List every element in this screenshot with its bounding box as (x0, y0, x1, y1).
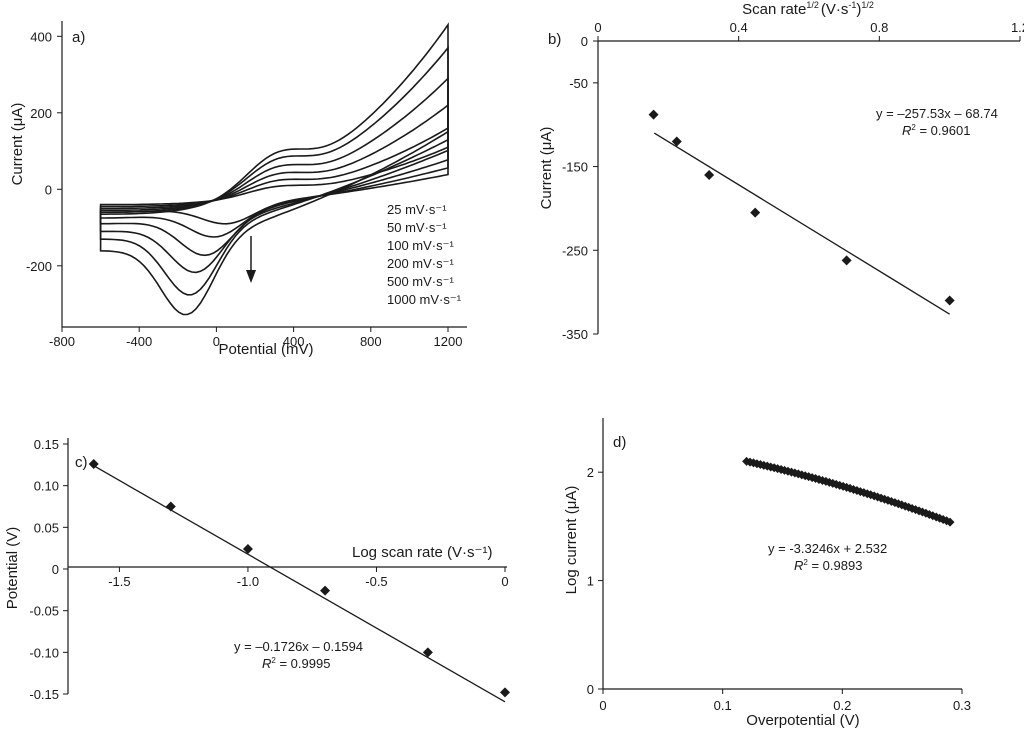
legend-entry: 1000 mV·s⁻¹ (387, 292, 462, 307)
panel-c-potential-vs-log-scan-rate: -1.5 -1.0 -0.5 0 0.15 0.10 0.05 0 -0.05 -0.10 -0.… (4, 437, 510, 703)
panel-b-data-point (750, 207, 761, 218)
panel-d-label: d) (613, 434, 626, 451)
panel-c-data-point (422, 647, 433, 658)
panel-a-xtick-label: 0 (213, 334, 220, 349)
panel-b-ytick-label: -50 (569, 76, 588, 91)
panel-c-ytick-label: -0.05 (29, 604, 59, 619)
panel-a-xtick-label: 1200 (434, 334, 463, 349)
panel-c-ytick-label: 0.05 (34, 520, 59, 535)
panel-b-data-point (671, 136, 682, 147)
panel-d-xtick-label: 0.2 (833, 698, 851, 713)
panel-c-ylabel: Potential (V) (4, 527, 21, 610)
panel-b-xtick-label: 0.4 (730, 20, 748, 35)
panel-c-r-squared: R2 = 0.9995 (262, 656, 330, 671)
panel-d-tafel-plot: 0 0.1 0.2 0.3 0 1 2 d) Overpotential (V) Log … (563, 418, 971, 729)
panel-c-xtick-label: 0 (501, 574, 508, 589)
panel-b-ylabel: Current (μA) (538, 127, 555, 210)
panel-d-xtick-label: 0.1 (714, 698, 732, 713)
legend-entry: 500 mV·s⁻¹ (387, 274, 454, 289)
panel-d-data-point (945, 517, 955, 527)
panel-b-data-point (944, 295, 955, 306)
panel-b-r-squared: R2 = 0.9601 (902, 123, 970, 138)
panel-a-xtick-label: -800 (49, 334, 75, 349)
panel-c-xtick-label: -0.5 (365, 574, 387, 589)
panel-c-ytick-label: -0.15 (29, 687, 59, 702)
panel-c-xlabel: Log scan rate (V·s⁻¹) (352, 544, 492, 561)
panel-a-label: a) (72, 29, 85, 46)
legend-entry: 200 mV·s⁻¹ (387, 256, 454, 271)
panel-d-data-point (911, 505, 921, 515)
panel-d-ytick-label: 2 (587, 465, 594, 480)
panel-a-ytick-label: 200 (30, 106, 52, 121)
panel-c-label: c) (75, 454, 88, 471)
panel-b-ytick-label: -250 (562, 243, 588, 258)
panel-d-r-squared: R2 = 0.9893 (794, 558, 862, 573)
panel-c-ytick-label: 0.10 (34, 479, 59, 494)
panel-c-xtick-label: -1.0 (237, 574, 259, 589)
panel-b-xlabel: Scan rate1/2 (V·s-1)1/2 (742, 0, 874, 18)
panel-b-ytick-label: -150 (562, 160, 588, 175)
panel-d-equation: y = -3.3246x + 2.532 (768, 541, 887, 556)
panel-a-cyclic-voltammograms: -800 -400 0 400 800 1200 -200 0 200 400 a) Poten… (9, 21, 467, 358)
panel-b-data-point (648, 109, 659, 120)
panel-a-ytick-label: -200 (26, 259, 52, 274)
panel-a-xtick-label: 400 (283, 334, 305, 349)
legend-entry: 25 mV·s⁻¹ (387, 202, 447, 217)
panel-b-equation: y = –257.53x – 68.74 (876, 106, 998, 121)
panel-c-ytick-label: -0.10 (29, 645, 59, 660)
panel-a-xtick-label: -400 (126, 334, 152, 349)
panel-b-xtick-label: 0 (594, 20, 601, 35)
panel-b-fit-line (653, 132, 951, 315)
panel-d-xtick-label: 0.3 (953, 698, 971, 713)
panel-b-data-point (841, 255, 852, 266)
panel-c-data-point (242, 544, 253, 554)
panel-a-xtick-label: 800 (360, 334, 382, 349)
panel-a-ylabel: Current (μA) (9, 103, 26, 186)
panel-a-xlabel: Potential (mV) (218, 341, 313, 358)
scan-rate-arrow (246, 236, 256, 283)
panel-d-ylabel: Log current (μA) (563, 486, 580, 595)
panel-c-ytick-label: 0.15 (34, 437, 59, 452)
panel-a-ytick-label: 400 (30, 29, 52, 44)
panel-a-legend: 25 mV·s⁻¹ 50 mV·s⁻¹ 100 mV·s⁻¹ 200 mV·s⁻… (387, 202, 462, 307)
legend-entry: 100 mV·s⁻¹ (387, 238, 454, 253)
panel-d-xtick-label: 0 (599, 698, 606, 713)
panel-b-xtick-label: 0.8 (870, 20, 888, 35)
panel-b-data-point (704, 169, 715, 180)
panel-b-xtick-label: 1.2 (1011, 20, 1024, 35)
panel-d-ytick-label: 1 (587, 574, 594, 589)
panel-c-fit-line (93, 465, 506, 703)
panel-c-xtick-label: -1.5 (108, 574, 130, 589)
legend-entry: 50 mV·s⁻¹ (387, 220, 447, 235)
panel-c-data-point (500, 687, 510, 698)
panel-d-ytick-label: 0 (587, 682, 594, 697)
panel-b-ytick-label: -350 (562, 327, 588, 342)
panel-b-current-vs-sqrt-scan-rate: 0 0.4 0.8 1.2 0 -50 -150 -250 -350 b) Scan rate… (538, 0, 1024, 342)
panel-c-data-point (320, 585, 331, 596)
panel-c-data-point (88, 459, 99, 469)
panel-d-xlabel: Overpotential (V) (746, 712, 859, 729)
panel-b-ytick-label: 0 (581, 34, 588, 49)
panel-c-data-point (165, 501, 176, 512)
panel-b-label: b) (548, 31, 561, 48)
panel-c-equation: y = –0.1726x – 0.1594 (234, 639, 363, 654)
panel-c-ytick-label: 0 (52, 562, 59, 577)
cv-curve-6 (99, 22, 449, 316)
panel-a-ytick-label: 0 (45, 182, 52, 197)
